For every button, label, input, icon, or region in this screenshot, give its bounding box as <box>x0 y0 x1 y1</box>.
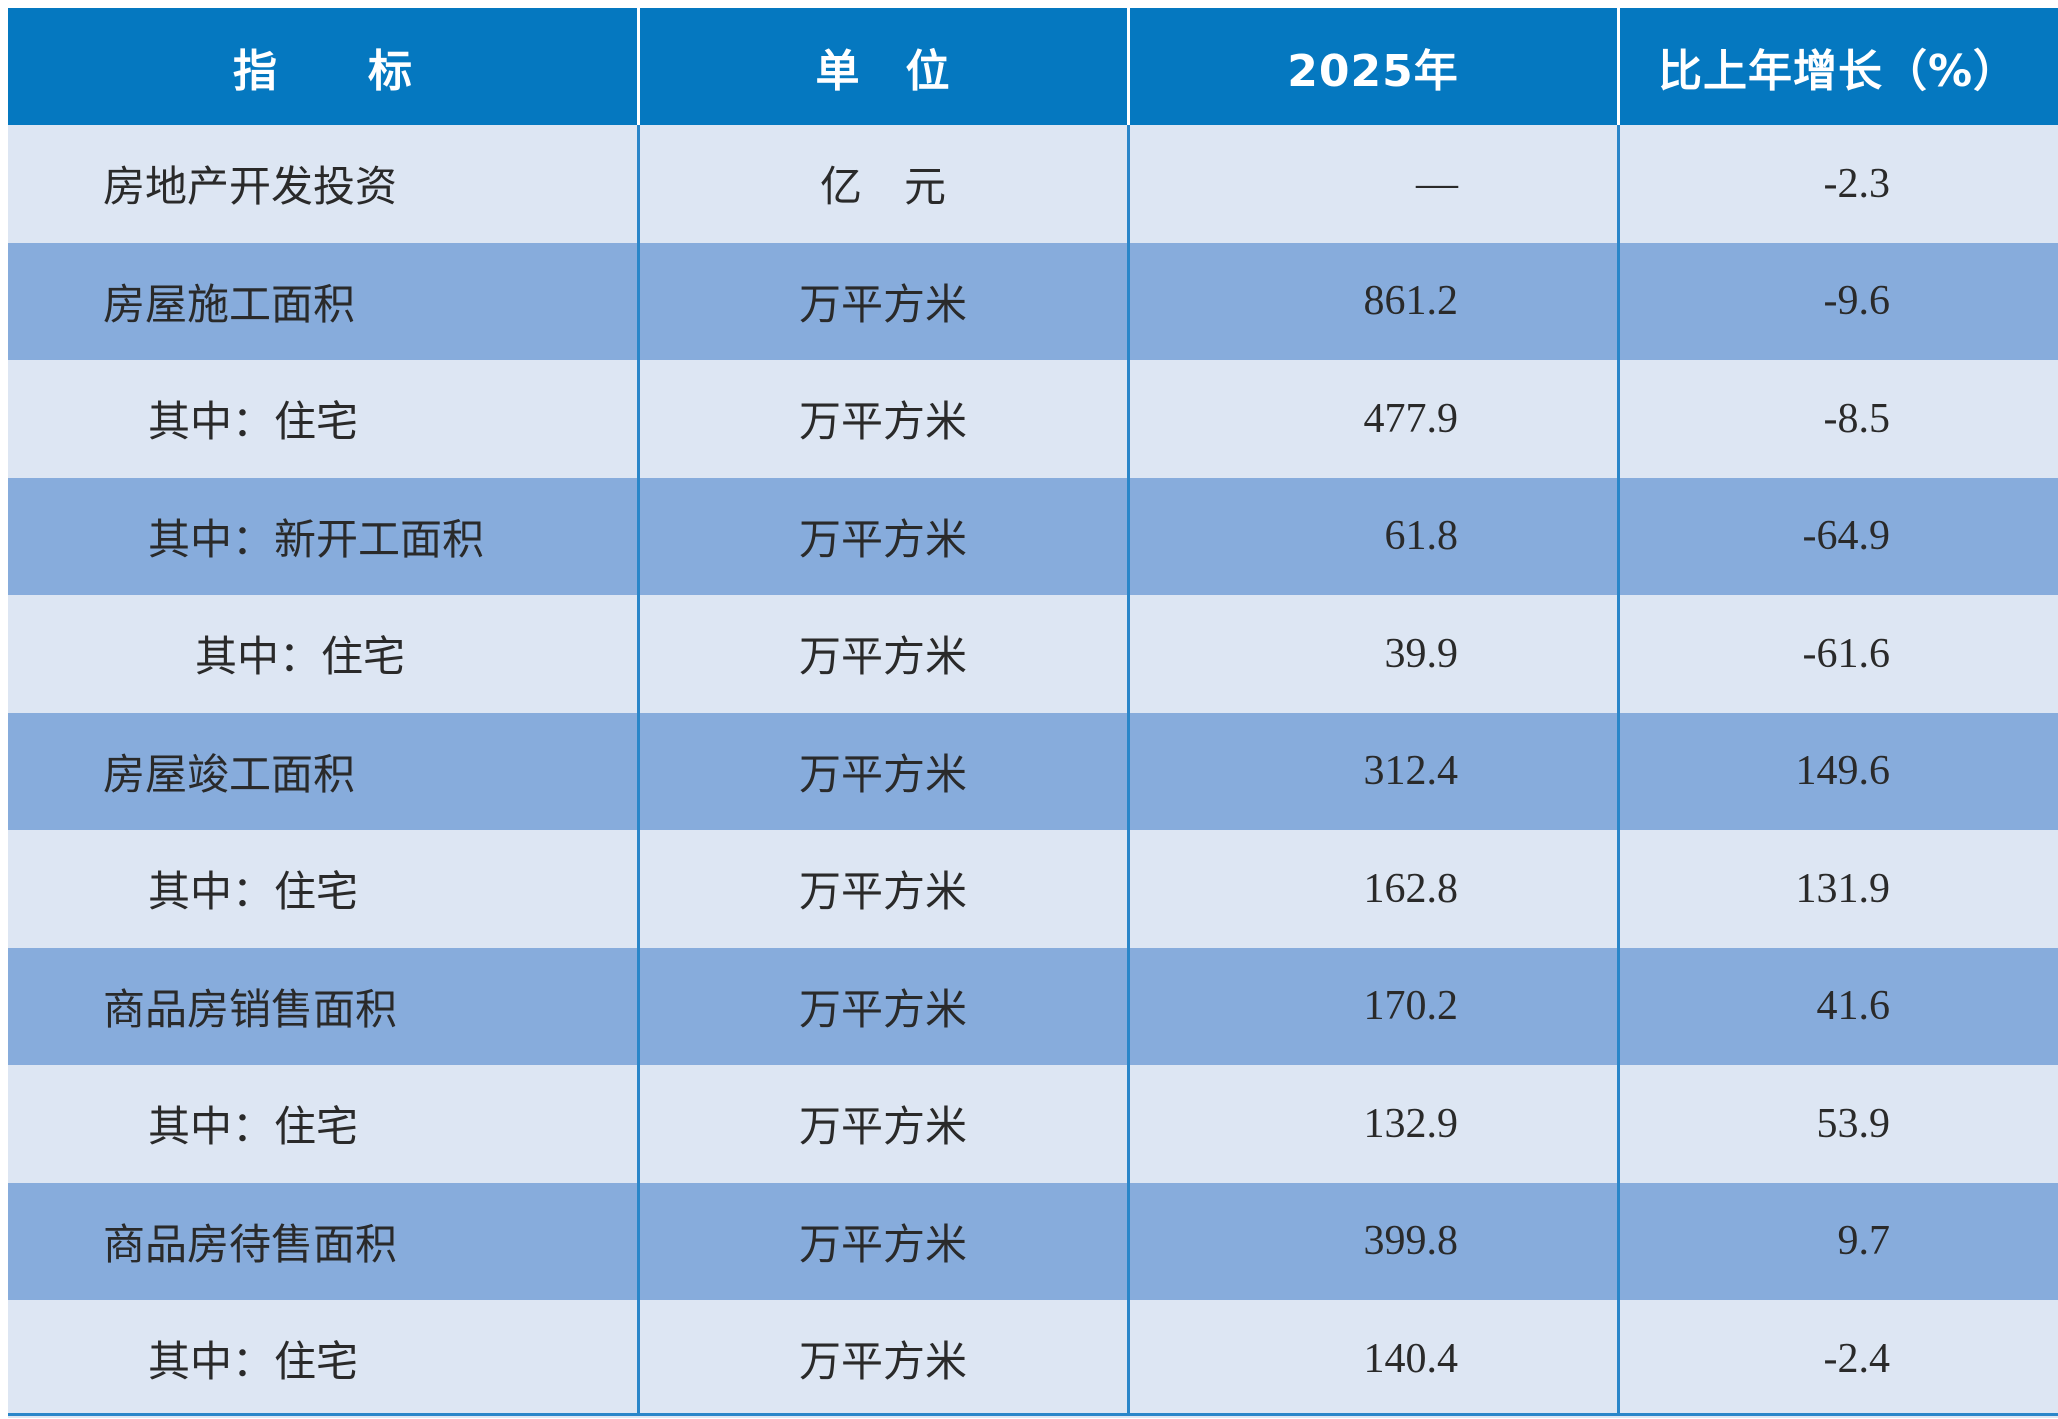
header-divider <box>637 8 640 125</box>
row-growth: -2.3 <box>1823 160 1891 207</box>
row-unit: 万平方米 <box>798 749 967 799</box>
row-unit: 万平方米 <box>798 1102 967 1152</box>
header-indicator: 指 标 <box>233 45 413 97</box>
row-growth: -8.5 <box>1823 395 1891 442</box>
row-unit: 万平方米 <box>798 867 967 917</box>
row-value: 170.2 <box>1363 983 1459 1030</box>
row-indicator: 房屋施工面积 <box>103 279 356 329</box>
table-row: 商品房销售面积 万平方米 170.2 41.6 <box>8 947 2058 1065</box>
row-indicator: 其中：住宅 <box>148 1102 359 1152</box>
header-year: 2025年 <box>1287 45 1459 97</box>
table-row: 其中：住宅 万平方米 477.9 -8.5 <box>8 360 2058 478</box>
column-divider <box>637 8 640 1416</box>
column-divider <box>1127 8 1130 1416</box>
table-row: 房屋竣工面积 万平方米 312.4 149.6 <box>8 712 2058 830</box>
row-value: 162.8 <box>1363 865 1459 912</box>
row-unit: 万平方米 <box>798 1219 967 1269</box>
table-row: 房地产开发投资 亿 元 — -2.3 <box>8 125 2058 243</box>
row-value: 312.4 <box>1363 748 1459 795</box>
row-indicator: 房地产开发投资 <box>103 162 398 212</box>
row-unit: 万平方米 <box>798 984 967 1034</box>
row-growth: -9.6 <box>1823 278 1891 325</box>
row-unit: 亿 元 <box>819 162 946 212</box>
row-growth: -61.6 <box>1802 630 1891 677</box>
row-indicator: 其中：住宅 <box>148 867 359 917</box>
row-growth: 53.9 <box>1816 1100 1891 1147</box>
header-divider <box>1127 8 1130 125</box>
row-indicator: 其中：住宅 <box>195 632 406 682</box>
table-row: 其中：住宅 万平方米 162.8 131.9 <box>8 830 2058 948</box>
table-row: 其中：新开工面积 万平方米 61.8 -64.9 <box>8 477 2058 595</box>
table-bottom-border <box>8 1413 2058 1416</box>
row-indicator: 其中：住宅 <box>148 1337 359 1387</box>
header-divider <box>1617 8 1620 125</box>
column-divider <box>1617 8 1620 1416</box>
row-value: 132.9 <box>1363 1100 1459 1147</box>
row-value: 861.2 <box>1363 278 1459 325</box>
row-growth: 41.6 <box>1816 983 1891 1030</box>
row-unit: 万平方米 <box>798 397 967 447</box>
row-unit: 万平方米 <box>798 1337 967 1387</box>
row-indicator: 商品房待售面积 <box>103 1219 398 1269</box>
row-growth: 9.7 <box>1837 1218 1891 1265</box>
table-row: 房屋施工面积 万平方米 861.2 -9.6 <box>8 242 2058 360</box>
table-row: 其中：住宅 万平方米 132.9 53.9 <box>8 1065 2058 1183</box>
row-growth: 149.6 <box>1795 748 1891 795</box>
row-indicator: 商品房销售面积 <box>103 984 398 1034</box>
row-value: 399.8 <box>1363 1218 1459 1265</box>
row-indicator: 其中：新开工面积 <box>148 514 485 564</box>
row-value: 140.4 <box>1363 1335 1459 1382</box>
row-growth: -2.4 <box>1823 1335 1891 1382</box>
row-indicator: 其中：住宅 <box>148 397 359 447</box>
real-estate-table: 指 标 单 位 2025年 比上年增长（%） 房地产开发投资 亿 元 — -2.3 房屋… <box>8 8 2058 1418</box>
row-value: — <box>1416 160 1458 207</box>
table-row: 其中：住宅 万平方米 140.4 -2.4 <box>8 1300 2058 1418</box>
row-unit: 万平方米 <box>798 279 967 329</box>
row-growth: -64.9 <box>1802 513 1891 560</box>
row-unit: 万平方米 <box>798 514 967 564</box>
row-indicator: 房屋竣工面积 <box>103 749 356 799</box>
table-row: 商品房待售面积 万平方米 399.8 9.7 <box>8 1182 2058 1300</box>
table-row: 其中：住宅 万平方米 39.9 -61.6 <box>8 595 2058 713</box>
header-unit: 单 位 <box>815 45 951 97</box>
row-value: 39.9 <box>1384 630 1459 677</box>
header-growth: 比上年增长（%） <box>1657 45 2019 97</box>
row-growth: 131.9 <box>1795 865 1891 912</box>
table-header: 指 标 单 位 2025年 比上年增长（%） <box>8 8 2058 125</box>
row-value: 477.9 <box>1363 395 1459 442</box>
table-body: 房地产开发投资亿 元 — -2.3 房屋施工面积 万平方米 861.2 -9.6 其中：住宅万… <box>8 125 2058 1418</box>
row-unit: 万平方米 <box>798 632 967 682</box>
row-value: 61.8 <box>1384 513 1459 560</box>
